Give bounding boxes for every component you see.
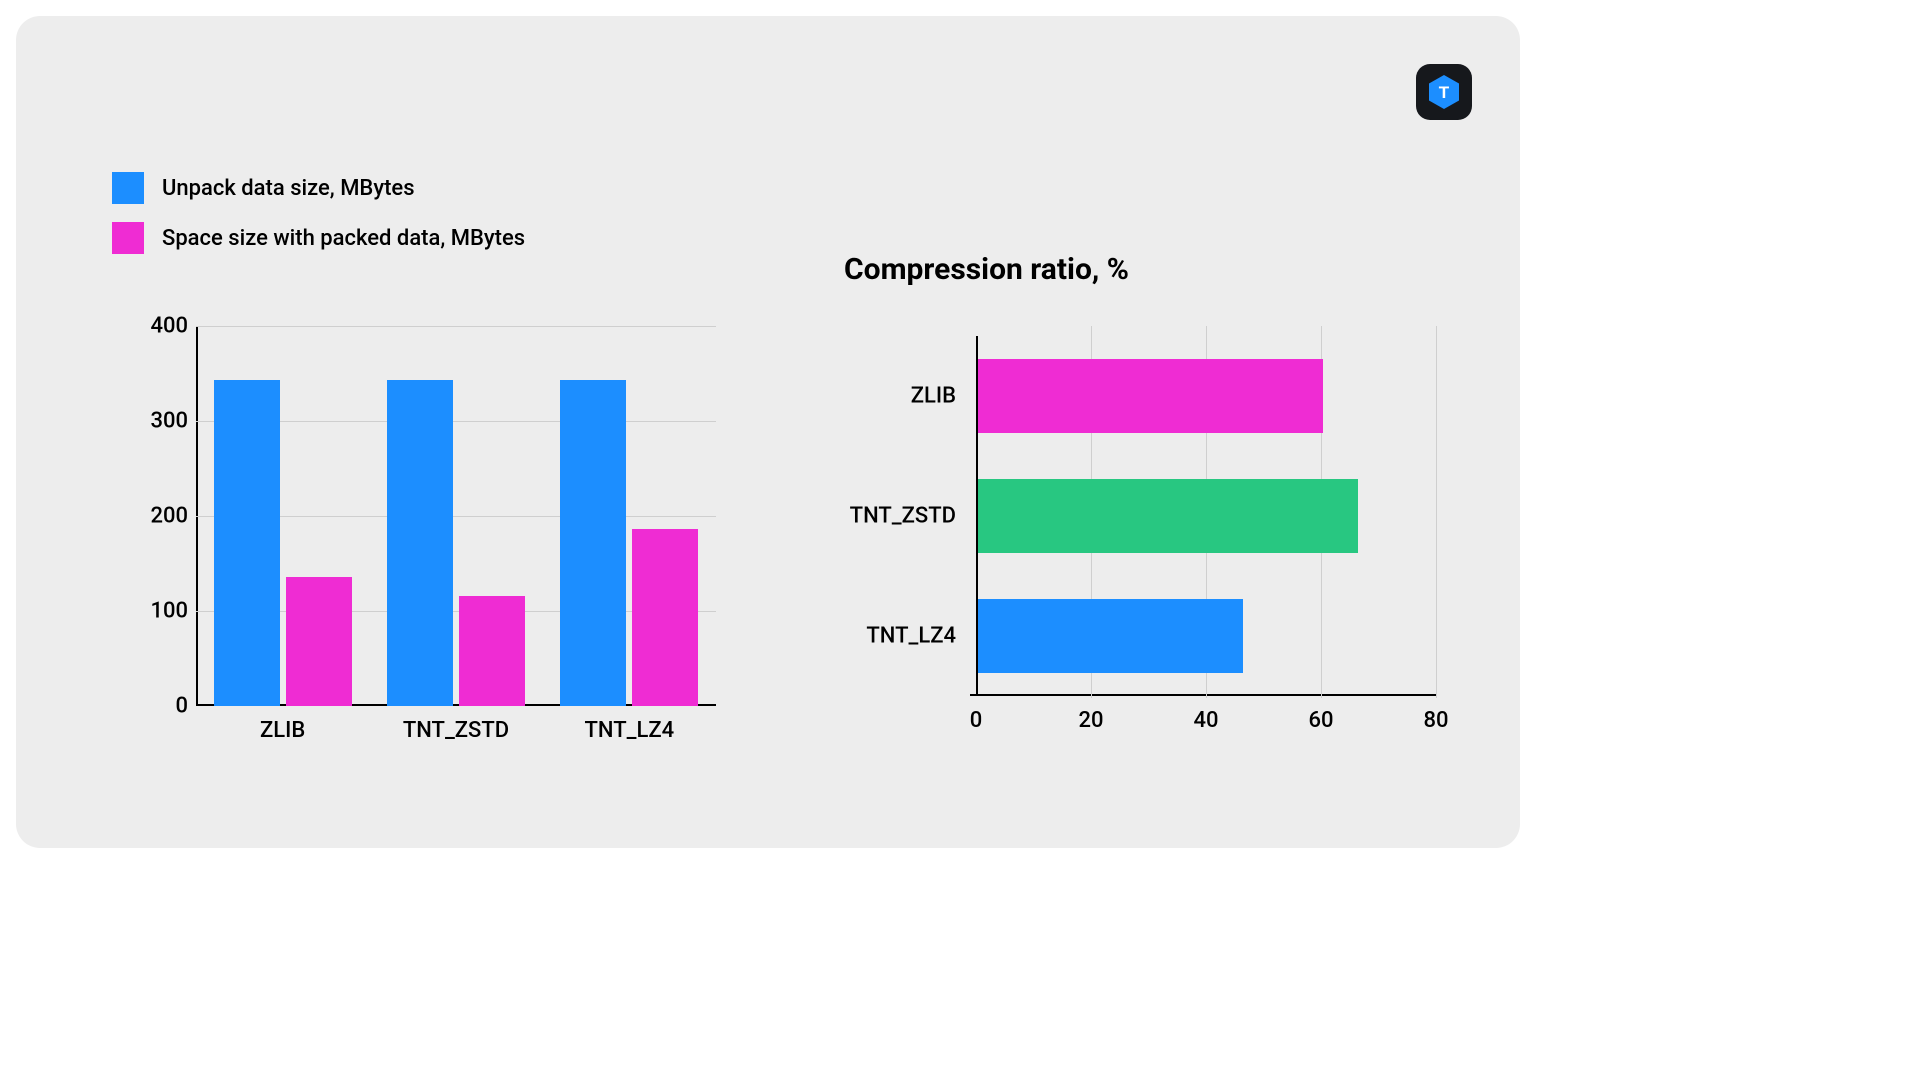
svg-text:T: T [1439, 83, 1450, 102]
bar [560, 380, 626, 706]
x-axis [970, 694, 1436, 696]
bar [286, 577, 352, 706]
legend: Unpack data size, MBytes Space size with… [112, 172, 525, 272]
right-chart-title: Compression ratio, % [844, 252, 1129, 287]
x-tick-label: 20 [1078, 708, 1103, 733]
y-tick-label: 300 [138, 409, 188, 434]
brand-logo: T [1416, 64, 1472, 120]
x-tick-label: 80 [1423, 708, 1448, 733]
x-tick-label: 0 [970, 708, 983, 733]
y-tick-label: TNT_LZ4 [866, 624, 956, 649]
bar [978, 359, 1323, 433]
y-tick-label: 400 [138, 314, 188, 339]
right-chart: 0 20 40 60 80 ZLIB TNT_ZSTD TNT_LZ4 [836, 326, 1456, 746]
legend-label: Space size with packed data, MBytes [162, 226, 525, 251]
x-tick-label: TNT_LZ4 [543, 718, 716, 743]
x-tick-label: TNT_ZSTD [369, 718, 542, 743]
legend-item: Unpack data size, MBytes [112, 172, 525, 204]
y-tick-label: 100 [138, 599, 188, 624]
left-chart: 0 100 200 300 400 ZLIBTNT_ZSTDTNT_LZ4 [96, 306, 736, 766]
y-tick-label: 200 [138, 504, 188, 529]
x-tick-label: 60 [1308, 708, 1333, 733]
legend-item: Space size with packed data, MBytes [112, 222, 525, 254]
bar [214, 380, 280, 706]
bar [978, 479, 1358, 553]
bar [387, 380, 453, 706]
bar [978, 599, 1243, 673]
x-tick-label: ZLIB [196, 718, 369, 743]
legend-label: Unpack data size, MBytes [162, 176, 415, 201]
y-tick-label: ZLIB [911, 384, 956, 409]
gridline [1436, 326, 1437, 698]
bar [632, 529, 698, 706]
right-chart-plot: 020406080ZLIBTNT_ZSTDTNT_LZ4 [976, 336, 1436, 696]
bar [459, 596, 525, 706]
left-chart-plot: 0100200300400ZLIBTNT_ZSTDTNT_LZ4 [196, 326, 716, 706]
y-tick-label: 0 [138, 694, 188, 719]
x-tick-label: 40 [1193, 708, 1218, 733]
card: T Unpack data size, MBytes Space size wi… [16, 16, 1520, 848]
y-tick-label: TNT_ZSTD [850, 504, 956, 529]
legend-swatch [112, 222, 144, 254]
gridline [196, 326, 716, 327]
legend-swatch [112, 172, 144, 204]
hexagon-icon: T [1424, 72, 1464, 112]
